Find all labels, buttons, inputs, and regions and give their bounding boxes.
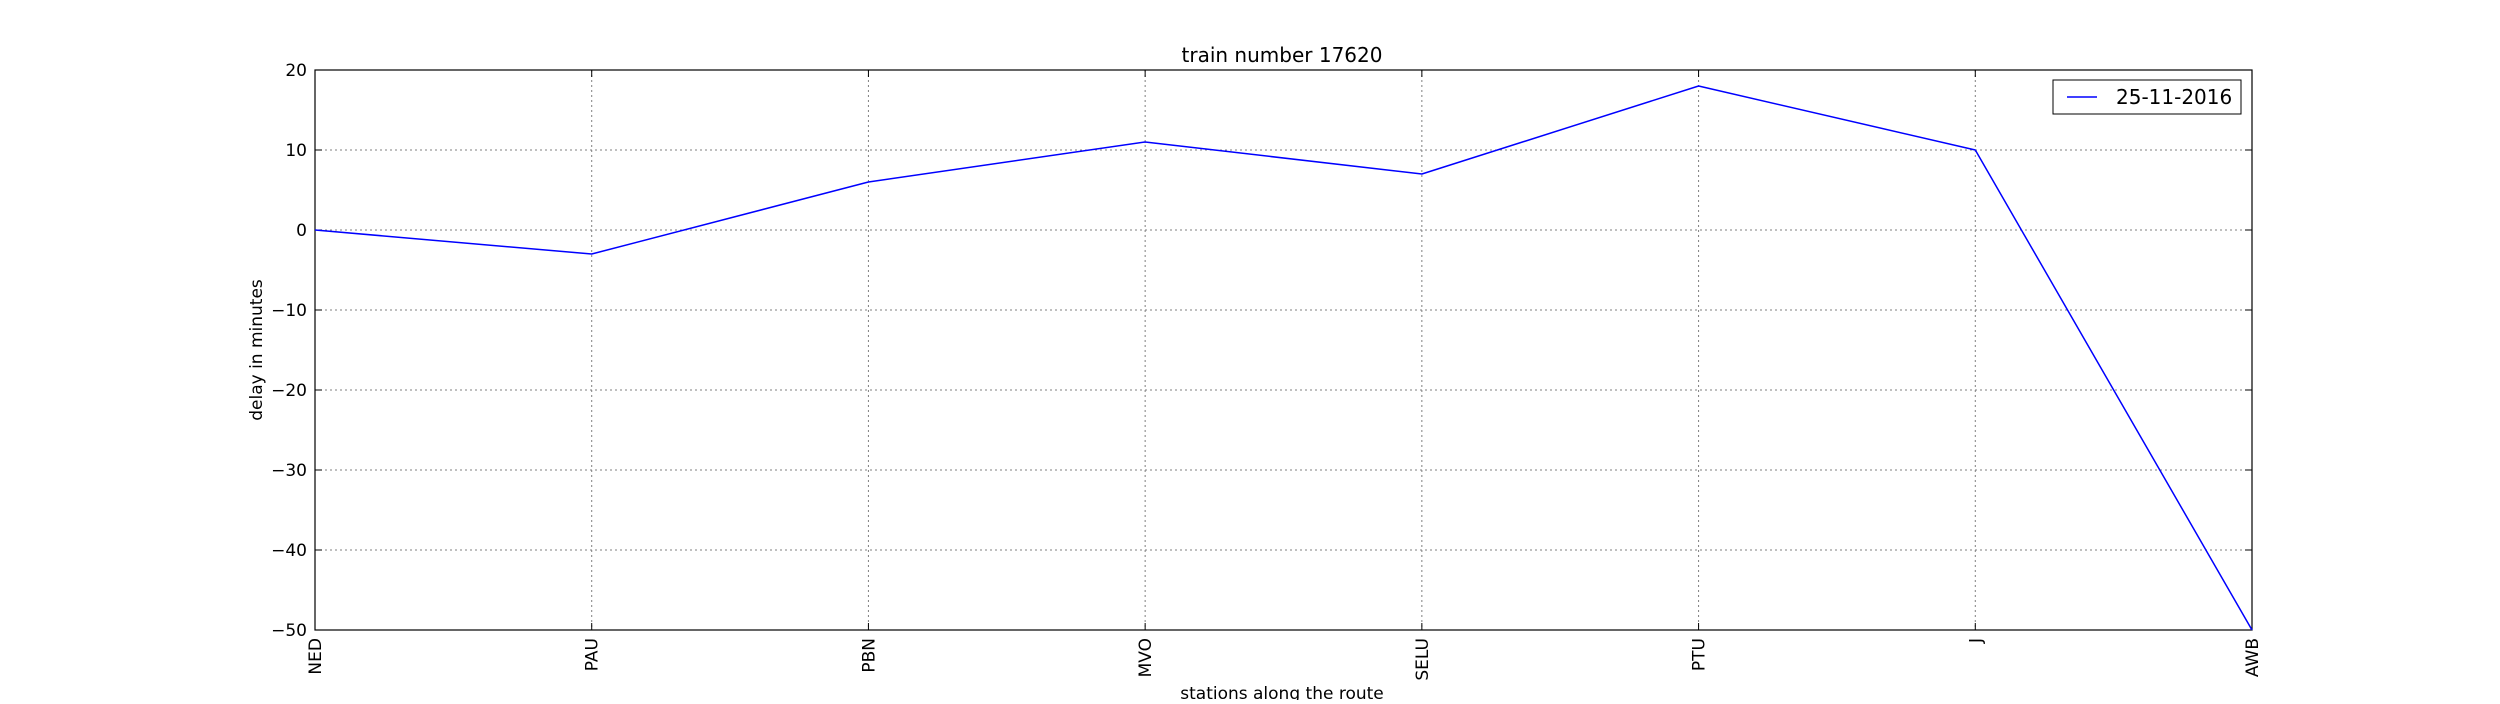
x-tick-label-ned: NED: [306, 638, 326, 675]
x-axis-label: stations along the route: [1180, 684, 1384, 700]
series-line-0: [314, 85, 2253, 631]
y-tick-label: 20: [285, 61, 307, 81]
y-tick-label: −30: [271, 461, 307, 481]
y-tick-label: −40: [271, 541, 307, 561]
chart-title: train number 17620: [1182, 43, 1383, 67]
y-tick-label: −50: [271, 621, 307, 641]
legend: 25-11-2016: [2052, 79, 2242, 115]
x-tick-label-j: J: [1966, 638, 1986, 644]
y-tick-label: 0: [296, 221, 307, 241]
x-tick-labels: NED PAU PBN MVO SELU PTU J AWB: [306, 638, 2263, 681]
series-layer: [314, 85, 2253, 631]
grid-lines: [314, 69, 2253, 631]
y-tick-label: 10: [285, 141, 307, 161]
plot-area-frame: [314, 69, 2253, 631]
axis-ticks: [314, 69, 2253, 631]
y-tick-label: −20: [271, 381, 307, 401]
x-tick-label-pbn: PBN: [859, 638, 879, 673]
x-tick-label-awb: AWB: [2243, 638, 2263, 677]
legend-entry-label: 25-11-2016: [2116, 85, 2232, 109]
y-tick-label: −10: [271, 301, 307, 321]
y-axis-label: delay in minutes: [247, 279, 267, 421]
x-tick-label-mvo: MVO: [1136, 638, 1156, 677]
x-tick-label-selu: SELU: [1413, 638, 1433, 681]
x-tick-label-ptu: PTU: [1690, 638, 1710, 671]
x-tick-label-pau: PAU: [583, 638, 603, 671]
y-tick-labels: 20 10 0 −10 −20 −30 −40 −50: [271, 61, 307, 641]
